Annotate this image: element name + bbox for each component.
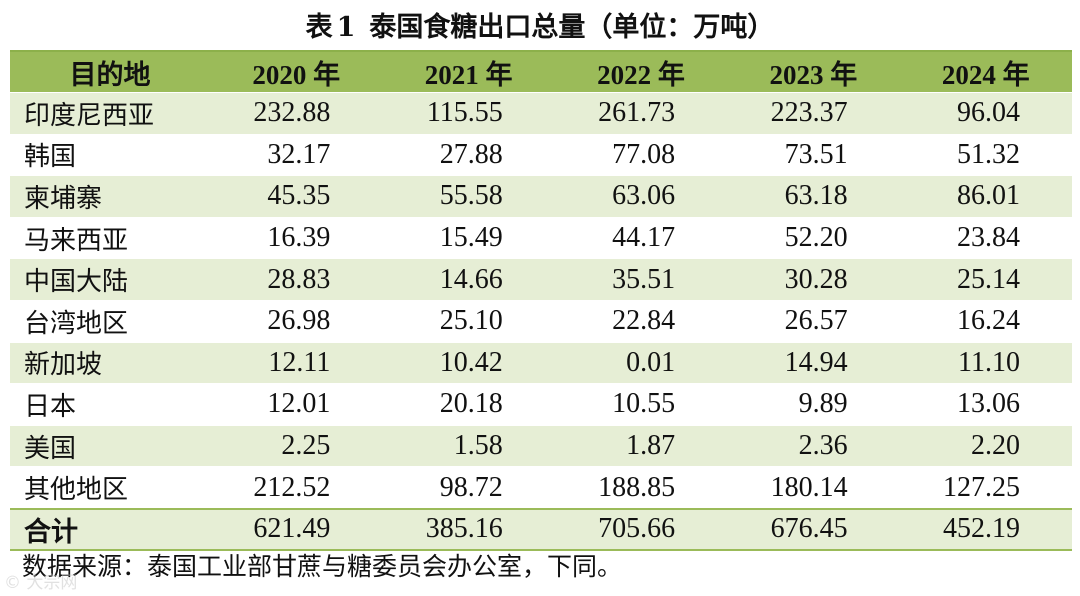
header-row: 目的地 2020 年 2021 年 2022 年 2023 年 2024 年 [10,50,1072,93]
table-row: 美国 2.25 1.58 1.87 2.36 2.20 [10,425,1072,468]
row-value: 15.49 [382,217,555,260]
row-value: 127.25 [899,466,1072,510]
row-value: 232.88 [210,92,383,135]
table-row: 印度尼西亚 232.88 115.55 261.73 223.37 96.04 [10,92,1072,135]
total-row: 合计 621.49 385.16 705.66 676.45 452.19 [10,507,1072,551]
row-destination: 马来西亚 [10,217,210,260]
watermark: © 大宗网 [4,573,78,593]
table-row: 日本 12.01 20.18 10.55 9.89 13.06 [10,383,1072,426]
row-value: 10.55 [554,383,728,426]
row-value: 25.14 [899,258,1072,301]
row-value: 2.25 [210,425,383,468]
total-value: 621.49 [210,507,383,551]
row-destination: 台湾地区 [10,300,210,343]
header-year: 2021 年 [382,50,555,93]
row-destination: 中国大陆 [10,258,210,301]
row-value: 22.84 [554,300,728,343]
table-caption: 表 1 泰国食糖出口总量（单位：万吨） [0,8,1080,48]
row-value: 9.89 [727,383,900,426]
row-value: 55.58 [382,175,555,218]
caption-number: 1 [336,12,356,43]
row-destination: 其他地区 [10,466,210,510]
row-value: 26.57 [727,300,900,343]
row-value: 27.88 [382,134,555,177]
row-value: 35.51 [554,258,728,301]
row-value: 14.66 [382,258,555,301]
row-value: 73.51 [727,134,900,177]
row-destination: 韩国 [10,134,210,177]
row-value: 28.83 [210,258,383,301]
row-value: 180.14 [727,466,900,510]
row-value: 212.52 [210,466,383,510]
row-value: 30.28 [727,258,900,301]
table-row: 马来西亚 16.39 15.49 44.17 52.20 23.84 [10,217,1072,260]
row-value: 2.20 [899,425,1072,468]
row-value: 63.06 [554,175,728,218]
row-value: 26.98 [210,300,383,343]
row-value: 115.55 [382,92,555,135]
table-row: 台湾地区 26.98 25.10 22.84 26.57 16.24 [10,300,1072,343]
row-value: 188.85 [554,466,728,510]
row-value: 10.42 [382,342,555,385]
row-value: 0.01 [554,342,728,385]
row-value: 63.18 [727,175,900,218]
header-year: 2022 年 [554,50,728,93]
row-destination: 日本 [10,383,210,426]
table-row: 柬埔寨 45.35 55.58 63.06 63.18 86.01 [10,175,1072,218]
header-year: 2023 年 [727,50,900,93]
table-row: 新加坡 12.11 10.42 0.01 14.94 11.10 [10,342,1072,385]
row-value: 16.39 [210,217,383,260]
header-year: 2020 年 [210,50,383,93]
total-value: 705.66 [554,507,728,551]
total-value: 385.16 [382,507,555,551]
row-value: 223.37 [727,92,900,135]
table-row: 中国大陆 28.83 14.66 35.51 30.28 25.14 [10,258,1072,301]
row-value: 25.10 [382,300,555,343]
total-value: 452.19 [899,507,1072,551]
row-value: 23.84 [899,217,1072,260]
row-value: 1.58 [382,425,555,468]
row-value: 12.11 [210,342,383,385]
header-destination: 目的地 [10,50,210,93]
row-value: 2.36 [727,425,900,468]
row-value: 96.04 [899,92,1072,135]
row-value: 45.35 [210,175,383,218]
caption-title: 泰国食糖出口总量（单位：万吨） [369,12,775,43]
row-destination: 印度尼西亚 [10,92,210,135]
source-note: 数据来源：泰国工业部甘蔗与糖委员会办公室，下同。 [22,552,623,581]
row-value: 13.06 [899,383,1072,426]
row-value: 261.73 [554,92,728,135]
row-value: 11.10 [899,342,1072,385]
row-value: 52.20 [727,217,900,260]
row-value: 98.72 [382,466,555,510]
caption-label: 表 [305,12,333,43]
table-row: 韩国 32.17 27.88 77.08 73.51 51.32 [10,134,1072,177]
row-value: 86.01 [899,175,1072,218]
total-label: 合计 [10,507,210,551]
row-value: 51.32 [899,134,1072,177]
row-destination: 新加坡 [10,342,210,385]
row-value: 1.87 [554,425,728,468]
row-value: 44.17 [554,217,728,260]
row-value: 77.08 [554,134,728,177]
total-value: 676.45 [727,507,900,551]
row-value: 16.24 [899,300,1072,343]
row-value: 20.18 [382,383,555,426]
row-value: 12.01 [210,383,383,426]
table-row: 其他地区 212.52 98.72 188.85 180.14 127.25 [10,466,1072,510]
row-value: 14.94 [727,342,900,385]
sugar-export-table: 目的地 2020 年 2021 年 2022 年 2023 年 2024 年 印… [10,50,1072,551]
row-value: 32.17 [210,134,383,177]
row-destination: 柬埔寨 [10,175,210,218]
header-year: 2024 年 [899,50,1072,93]
row-destination: 美国 [10,425,210,468]
